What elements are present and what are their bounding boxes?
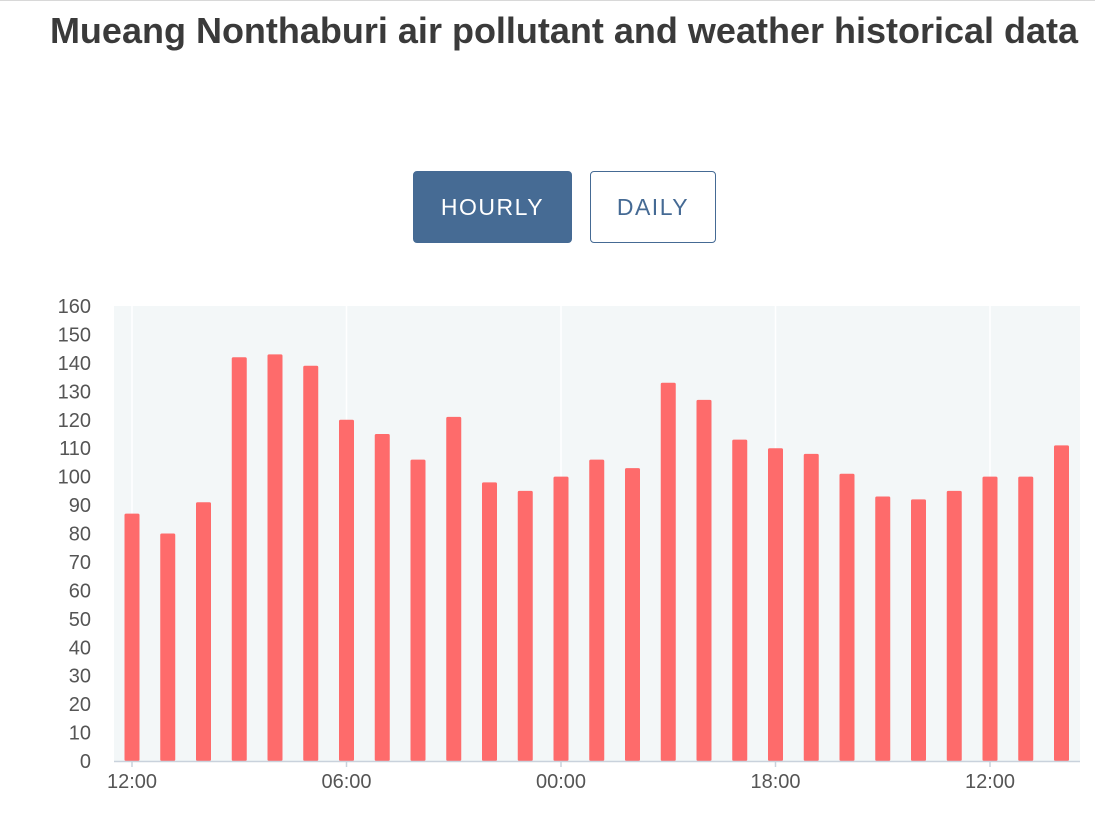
bar [589, 459, 605, 761]
y-tick-label: 120 [58, 410, 91, 432]
bar [196, 502, 211, 761]
bar [768, 448, 783, 761]
x-tick-label: 12:00 [965, 771, 1015, 793]
x-tick-label: 00:00 [536, 771, 586, 793]
bar [803, 453, 819, 761]
y-tick-label: 110 [59, 438, 91, 460]
bar [696, 399, 712, 761]
bar [732, 439, 748, 761]
y-tick-label: 50 [69, 609, 91, 631]
y-tick-label: 30 [69, 666, 91, 688]
bar [982, 476, 998, 761]
bar [482, 482, 497, 761]
period-tabs: HOURLY DAILY [413, 171, 716, 243]
bar [231, 357, 247, 761]
tab-daily[interactable]: DAILY [590, 171, 716, 243]
bar [160, 533, 176, 761]
bar [303, 365, 319, 761]
y-tick-label: 60 [69, 580, 91, 602]
bar [267, 354, 283, 761]
tab-hourly[interactable]: HOURLY [413, 171, 572, 243]
y-tick-label: 90 [69, 495, 91, 517]
bar [946, 490, 962, 761]
page-title: Mueang Nonthaburi air pollutant and weat… [49, 10, 1079, 51]
x-tick-label: 12:00 [107, 771, 157, 793]
y-tick-label: 10 [69, 723, 91, 745]
y-tick-label: 130 [58, 381, 91, 403]
bar [1018, 476, 1034, 761]
y-tick-label: 80 [69, 524, 91, 546]
bar [517, 490, 533, 761]
bar [1054, 445, 1069, 761]
y-tick-label: 150 [58, 324, 91, 346]
bar [124, 513, 140, 761]
bar [839, 473, 855, 761]
y-tick-label: 20 [69, 694, 91, 716]
bar [374, 433, 390, 761]
bar [339, 419, 354, 761]
top-divider [0, 0, 1095, 1]
bar [875, 496, 891, 761]
y-tick-label: 40 [69, 637, 91, 659]
bar [911, 499, 926, 761]
x-tick-label: 06:00 [321, 771, 371, 793]
bar [446, 416, 462, 761]
x-tick-label: 18:00 [750, 771, 800, 793]
y-tick-label: 100 [58, 467, 91, 489]
y-tick-label: 0 [80, 751, 91, 773]
bar [660, 382, 676, 761]
bar [410, 459, 426, 761]
y-tick-label: 140 [58, 353, 91, 375]
bar [553, 476, 569, 761]
y-tick-label: 70 [69, 552, 91, 574]
bar [625, 468, 640, 761]
y-tick-label: 160 [58, 296, 91, 318]
